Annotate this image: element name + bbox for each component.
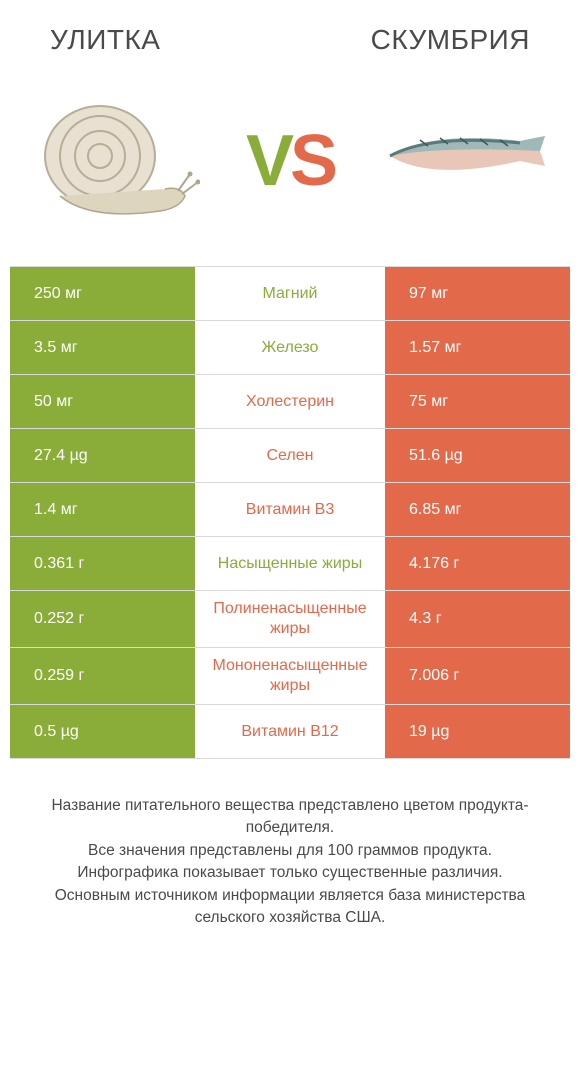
table-row: 0.259 гМононенасыщенные жиры7.006 г <box>10 648 570 705</box>
title-right: СКУМБРИЯ <box>371 24 530 56</box>
value-right: 7.006 г <box>385 648 570 704</box>
nutrient-label: Насыщенные жиры <box>195 537 385 590</box>
footer-note: Название питательного вещества представл… <box>0 759 580 930</box>
header: УЛИТКА СКУМБРИЯ <box>0 0 580 66</box>
value-left: 250 мг <box>10 267 195 320</box>
value-right: 19 µg <box>385 705 570 758</box>
footer-line: Название питательного вещества представл… <box>20 795 560 840</box>
table-row: 1.4 мгВитамин B36.85 мг <box>10 483 570 537</box>
title-left: УЛИТКА <box>50 24 160 56</box>
value-right: 4.3 г <box>385 591 570 647</box>
value-right: 97 мг <box>385 267 570 320</box>
value-right: 75 мг <box>385 375 570 428</box>
value-right: 51.6 µg <box>385 429 570 482</box>
nutrient-label: Железо <box>195 321 385 374</box>
value-left: 3.5 мг <box>10 321 195 374</box>
table-row: 27.4 µgСелен51.6 µg <box>10 429 570 483</box>
value-left: 1.4 мг <box>10 483 195 536</box>
nutrient-label: Витамин B12 <box>195 705 385 758</box>
table-row: 3.5 мгЖелезо1.57 мг <box>10 321 570 375</box>
comparison-table: 250 мгМагний97 мг3.5 мгЖелезо1.57 мг50 м… <box>10 266 570 759</box>
nutrient-label: Полиненасыщенные жиры <box>195 591 385 647</box>
mackerel-image <box>380 86 550 236</box>
value-left: 27.4 µg <box>10 429 195 482</box>
table-row: 0.5 µgВитамин B1219 µg <box>10 705 570 759</box>
footer-line: Инфографика показывает только существенн… <box>20 862 560 884</box>
table-row: 250 мгМагний97 мг <box>10 267 570 321</box>
snail-image <box>30 86 200 236</box>
footer-line: Основным источником информации является … <box>20 885 560 930</box>
nutrient-label: Холестерин <box>195 375 385 428</box>
value-right: 4.176 г <box>385 537 570 590</box>
vs-v: V <box>246 121 290 201</box>
value-left: 0.361 г <box>10 537 195 590</box>
vs-s: S <box>290 121 334 201</box>
value-right: 1.57 мг <box>385 321 570 374</box>
nutrient-label: Мононенасыщенные жиры <box>195 648 385 704</box>
table-row: 0.361 гНасыщенные жиры4.176 г <box>10 537 570 591</box>
footer-line: Все значения представлены для 100 граммо… <box>20 840 560 862</box>
table-row: 50 мгХолестерин75 мг <box>10 375 570 429</box>
value-left: 0.252 г <box>10 591 195 647</box>
hero-row: VS <box>0 66 580 266</box>
nutrient-label: Магний <box>195 267 385 320</box>
value-left: 50 мг <box>10 375 195 428</box>
nutrient-label: Витамин B3 <box>195 483 385 536</box>
value-right: 6.85 мг <box>385 483 570 536</box>
vs-label: VS <box>246 120 334 202</box>
nutrient-label: Селен <box>195 429 385 482</box>
value-left: 0.5 µg <box>10 705 195 758</box>
table-row: 0.252 гПолиненасыщенные жиры4.3 г <box>10 591 570 648</box>
value-left: 0.259 г <box>10 648 195 704</box>
